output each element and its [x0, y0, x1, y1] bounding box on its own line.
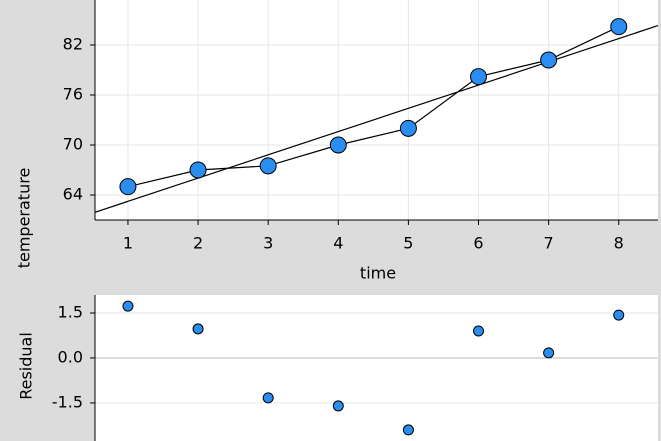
data-point	[543, 347, 555, 359]
trend-line	[94, 24, 659, 213]
y-tick-label: 64	[63, 185, 83, 204]
x-axis-label: time	[360, 264, 396, 283]
x-tick-label: 3	[263, 234, 273, 253]
data-point	[399, 119, 417, 137]
plot-area	[95, 295, 658, 441]
y-tick-label: 1.5	[58, 302, 83, 321]
y-tick-label: 70	[63, 135, 83, 154]
data-point	[329, 136, 347, 154]
data-point	[470, 68, 488, 86]
data-point	[192, 323, 204, 335]
data-point	[613, 309, 625, 321]
x-tick-label: 4	[333, 234, 343, 253]
data-point	[122, 300, 134, 312]
x-tick-label: 8	[614, 234, 624, 253]
data-point	[189, 161, 207, 179]
data-point	[540, 51, 558, 69]
y-tick-label: 76	[63, 85, 83, 104]
x-tick-label: 5	[403, 234, 413, 253]
y-axis-label: Residual	[17, 332, 36, 400]
y-tick-label: 0.0	[58, 347, 83, 366]
y-tick-label: 82	[63, 35, 83, 54]
x-tick-label: 2	[193, 234, 203, 253]
data-point	[402, 424, 414, 436]
data-point	[332, 400, 344, 412]
data-point	[259, 157, 277, 175]
data-point	[119, 178, 137, 196]
data-point	[610, 18, 628, 36]
x-tick-label: 1	[123, 234, 133, 253]
y-axis-label: temperature	[15, 168, 34, 269]
data-point	[473, 325, 485, 337]
data-point	[262, 392, 274, 404]
y-tick-label: -1.5	[52, 392, 83, 411]
x-tick-label: 6	[473, 234, 483, 253]
x-tick-label: 7	[544, 234, 554, 253]
data-line	[127, 26, 619, 188]
plot-area	[95, 0, 658, 220]
